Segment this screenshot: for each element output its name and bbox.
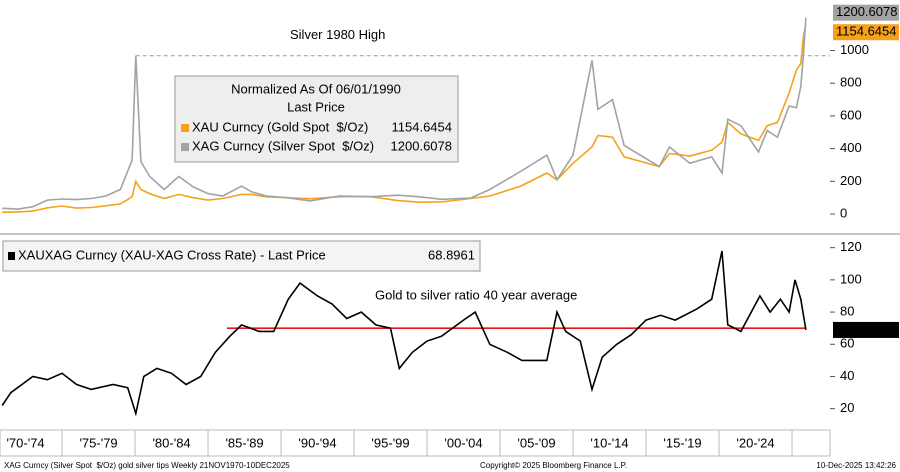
legend-value: 68.8961	[428, 247, 475, 262]
x-tick-label: '75-'79	[79, 435, 117, 450]
legend-label: XAG Curncy (Silver Spot $/Oz)	[192, 138, 374, 153]
x-tick-label: '90-'94	[298, 435, 336, 450]
annotation: Silver 1980 High	[290, 27, 385, 42]
legend-value: 1154.6454	[392, 119, 453, 134]
legend-subtitle: Last Price	[287, 99, 345, 114]
legend-swatch	[181, 124, 189, 132]
x-tick-label: '15-'19	[663, 435, 701, 450]
y-tick-label: 60	[840, 336, 854, 351]
last-value-label: 68.8961	[836, 321, 883, 336]
y-tick-label: 1000	[840, 42, 869, 57]
x-axis-band	[0, 429, 831, 457]
footer-timestamp: 10-Dec-2025 13:42:26	[816, 461, 896, 470]
y-tick-label: 600	[840, 107, 862, 122]
annotation: Gold to silver ratio 40 year average	[375, 288, 577, 303]
legend-swatch	[181, 143, 189, 151]
legend-box	[174, 75, 459, 163]
series-line	[1, 250, 807, 417]
legend-label: XAUXAG Curncy (XAU-XAG Cross Rate) - Las…	[18, 247, 326, 262]
last-value-tag	[833, 4, 899, 21]
series-line	[2, 25, 807, 213]
y-tick-label: 800	[840, 75, 862, 90]
legend-swatch	[8, 252, 15, 260]
y-tick-label: 400	[840, 140, 862, 155]
legend-label: XAU Curncy (Gold Spot $/Oz)	[192, 119, 368, 134]
x-tick-label: '20-'24	[736, 435, 774, 450]
x-tick-label: '00-'04	[444, 435, 482, 450]
x-tick-label: '05-'09	[517, 435, 555, 450]
x-tick-label: '85-'89	[225, 435, 263, 450]
legend-title: Normalized As Of 06/01/1990	[231, 81, 401, 96]
y-tick-label: 120	[840, 239, 862, 254]
y-tick-label: 0	[840, 205, 847, 220]
legend-box	[2, 240, 481, 272]
last-value-tag	[833, 321, 899, 338]
y-tick-label: 200	[840, 173, 862, 188]
legend-value: 1200.6078	[391, 138, 452, 153]
y-tick-label: 20	[840, 400, 854, 415]
series-line	[2, 17, 807, 210]
x-tick-label: '70-'74	[6, 435, 44, 450]
y-tick-label: 80	[840, 304, 854, 319]
x-tick-label: '10-'14	[590, 435, 628, 450]
footer-copyright: Copyright© 2025 Bloomberg Finance L.P.	[480, 461, 627, 470]
y-tick-label: 100	[840, 271, 862, 286]
x-tick-label: '80-'84	[152, 435, 190, 450]
y-tick-label: 40	[840, 368, 854, 383]
last-value-label: 1154.6454	[836, 24, 897, 39]
last-value-tag	[833, 24, 899, 41]
last-value-label: 1200.6078	[836, 4, 897, 19]
x-tick-label: '95-'99	[371, 435, 409, 450]
footer-source: XAG Curncy (Silver Spot $/Oz) gold silve…	[4, 461, 290, 470]
